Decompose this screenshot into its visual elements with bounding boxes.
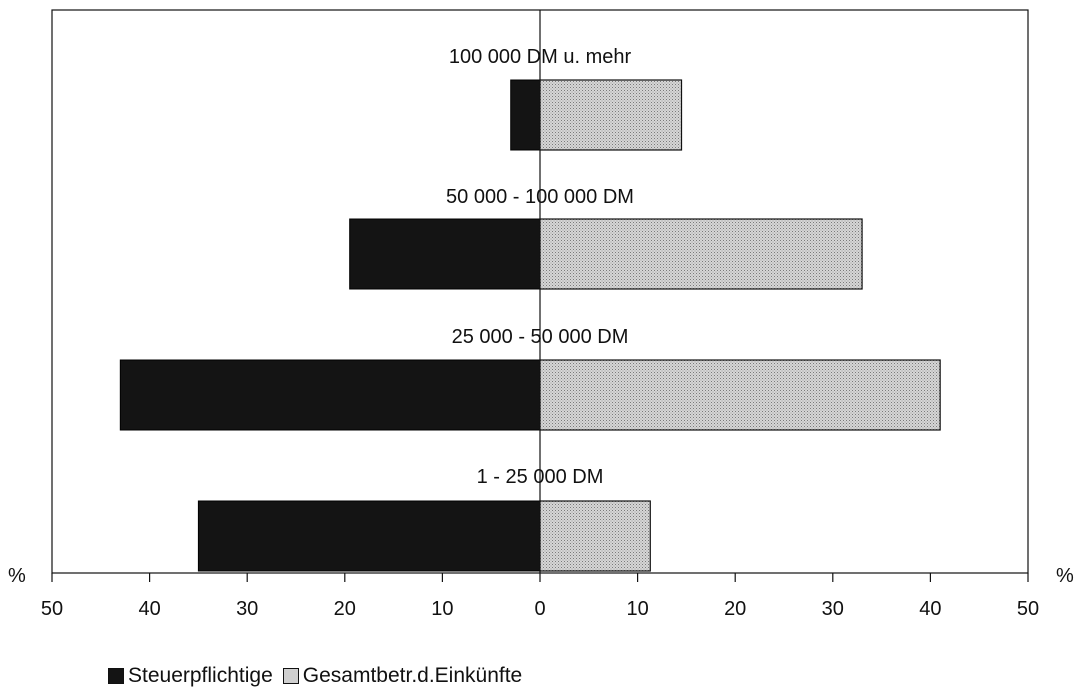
x-tick-label: 40 [919,598,941,620]
bar-gesamtbetrag [539,218,863,290]
bar-steuerpflichtige [197,500,541,572]
x-tick-label: 50 [1017,598,1039,620]
category-label: 25 000 - 50 000 DM [452,326,629,348]
bar-steuerpflichtige [349,218,541,290]
unit-label-right: % [1056,565,1074,587]
x-tick-label: 0 [534,598,545,620]
x-tick-label: 20 [334,598,356,620]
x-tick-label: 10 [626,598,648,620]
legend-item-gesamtbetrag: Gesamtbetr.d.Einkünfte [282,664,523,688]
bar-gesamtbetrag [539,359,941,431]
x-tick-label: 50 [41,598,63,620]
x-tick-label: 20 [724,598,746,620]
category-label: 100 000 DM u. mehr [449,46,632,68]
legend-label-gesamtbetrag: Gesamtbetr.d.Einkünfte [302,664,523,687]
bar-steuerpflichtige [510,79,541,151]
category-label: 50 000 - 100 000 DM [446,186,634,208]
x-tick-label: 40 [138,598,160,620]
x-tick-label: 10 [431,598,453,620]
legend: Steuerpflichtige Gesamtbetr.d.Einkünfte [108,664,532,688]
x-tick-label: 30 [822,598,844,620]
category-label: 1 - 25 000 DM [477,466,604,488]
x-tick-label: 30 [236,598,258,620]
unit-label-left: % [8,565,26,587]
bar-gesamtbetrag [539,500,651,572]
legend-item-steuerpflichtige: Steuerpflichtige [108,664,273,688]
legend-swatch-light [282,668,299,684]
legend-swatch-dark [108,668,124,684]
bar-steuerpflichtige [119,359,541,431]
legend-label-steuerpflichtige: Steuerpflichtige [128,664,273,687]
bar-gesamtbetrag [539,79,683,151]
